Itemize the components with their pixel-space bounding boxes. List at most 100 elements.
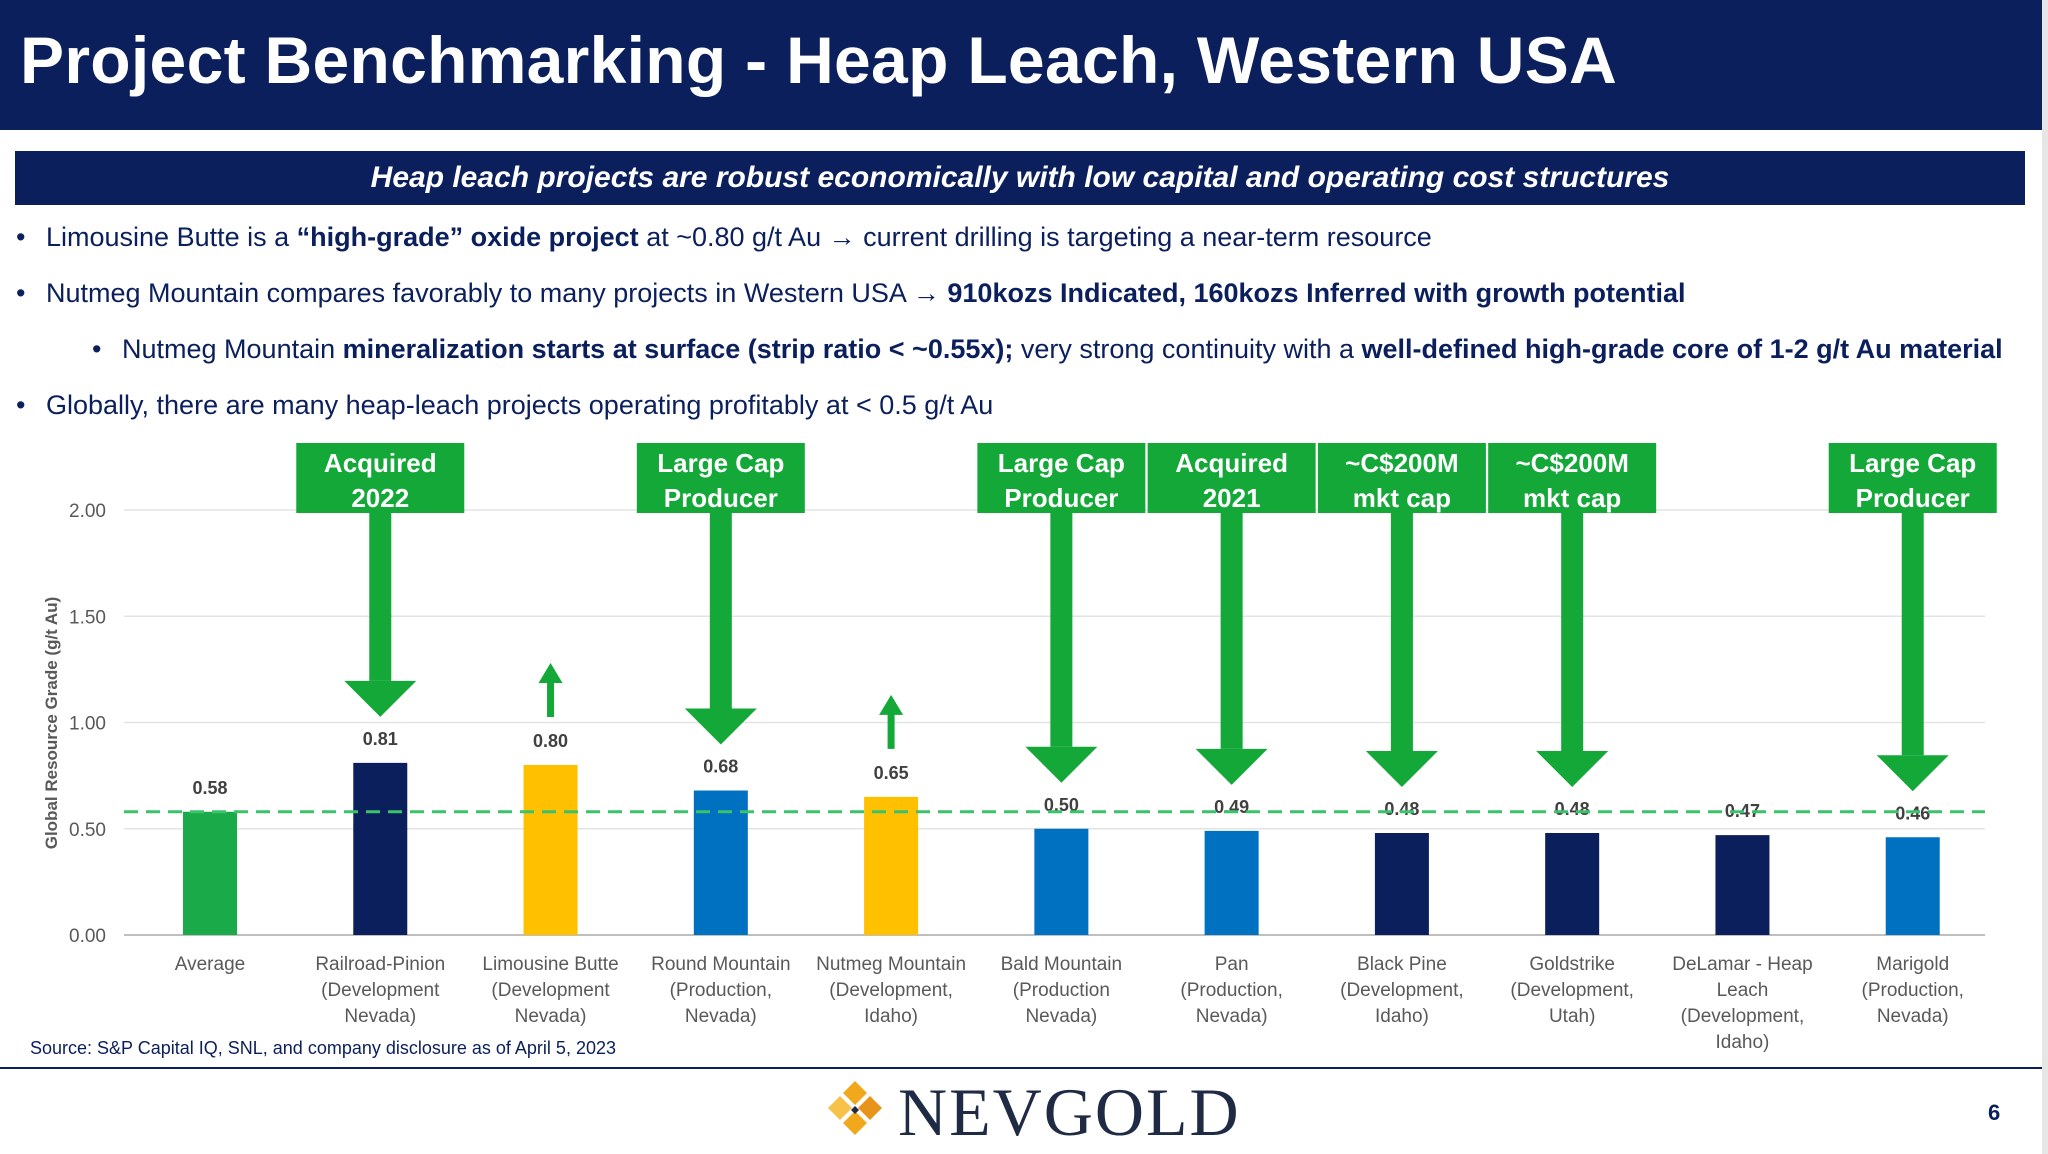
bullet-1-text-a: Limousine Butte is a: [46, 222, 297, 252]
bar-value-label: 0.58: [192, 778, 227, 798]
callout-text: Large Cap: [998, 448, 1125, 478]
category-label: Goldstrike: [1529, 954, 1615, 975]
category-label: Black Pine: [1357, 954, 1447, 975]
down-arrow-icon: [685, 709, 757, 745]
bar: [183, 812, 237, 935]
bullet-3: • Nutmeg Mountain mineralization starts a…: [122, 334, 2003, 365]
category-label: (Development,: [1340, 980, 1464, 1001]
category-label: Nevada): [685, 1006, 757, 1027]
logo-mark-icon: [820, 1075, 890, 1141]
bullet-2-text-b: 910kozs Indicated, 160kozs Inferred with…: [947, 278, 1685, 308]
bar-value-label: 0.48: [1384, 799, 1419, 819]
category-label: (Development,: [1510, 980, 1634, 1001]
bullet-1-text-b: “high-grade” oxide project: [297, 222, 639, 252]
category-label: Marigold: [1876, 954, 1949, 975]
category-label: Nevada): [1877, 1006, 1949, 1027]
callout-arrow-shaft: [1902, 513, 1924, 755]
bar: [1375, 833, 1429, 935]
category-label: (Development: [321, 980, 440, 1001]
bullet-4-text-a: Globally, there are many heap-leach proj…: [46, 390, 993, 420]
bullet-2: • Nutmeg Mountain compares favorably to m…: [46, 278, 1686, 309]
category-label: Pan: [1215, 954, 1249, 975]
down-arrow-icon: [344, 681, 416, 717]
bullet-1: • Limousine Butte is a “high-grade” oxide…: [46, 222, 1432, 253]
footer-divider: [0, 1067, 2042, 1069]
category-label: (Production,: [1862, 980, 1964, 1001]
category-label: Leach: [1717, 980, 1769, 1001]
callout-text: Large Cap: [1849, 448, 1976, 478]
callout-text: Producer: [1856, 483, 1970, 513]
bar: [524, 765, 578, 935]
category-label: Nutmeg Mountain: [816, 954, 966, 975]
slide: Project Benchmarking - Heap Leach, Weste…: [0, 0, 2048, 1154]
category-label: DeLamar - Heap: [1672, 954, 1812, 975]
bullet-2-text-a: Nutmeg Mountain compares favorably to ma…: [46, 278, 947, 308]
callout-text: 2021: [1203, 483, 1261, 513]
category-label: (Development: [491, 980, 610, 1001]
down-arrow-icon: [1196, 749, 1268, 785]
bar-value-label: 0.81: [363, 729, 398, 749]
up-arrow-shaft: [888, 713, 895, 749]
down-arrow-icon: [1536, 751, 1608, 787]
y-axis-title: Global Resource Grade (g/t Au): [42, 597, 61, 850]
bullet-dot: •: [16, 390, 25, 421]
bullet-1-text-c: at ~0.80 g/t Au → current drilling is ta…: [639, 222, 1432, 252]
page-number: 6: [1988, 1100, 2000, 1126]
callout-text: Acquired: [324, 448, 437, 478]
category-label: Nevada): [515, 1006, 587, 1027]
callout-text: Producer: [1004, 483, 1118, 513]
category-label: Idaho): [1716, 1032, 1770, 1053]
bar-value-label: 0.65: [874, 763, 909, 783]
category-label: Railroad-Pinion: [315, 954, 445, 975]
category-label: Limousine Butte: [482, 954, 618, 975]
bar: [1715, 835, 1769, 935]
callout-arrow-shaft: [1561, 513, 1583, 751]
bar-value-label: 0.68: [703, 757, 738, 777]
callout-arrow-shaft: [1391, 513, 1413, 751]
bullet-dot: •: [16, 222, 25, 253]
callout-arrow-shaft: [369, 513, 391, 681]
source-note: Source: S&P Capital IQ, SNL, and company…: [30, 1038, 616, 1059]
y-tick-label: 0.50: [69, 820, 106, 841]
category-label: (Development,: [829, 980, 953, 1001]
bar: [1034, 829, 1088, 935]
y-tick-label: 1.00: [69, 714, 106, 735]
category-label: (Production: [1013, 980, 1110, 1001]
bar: [864, 797, 918, 935]
down-arrow-icon: [1366, 751, 1438, 787]
callout-arrow-shaft: [710, 513, 732, 709]
callout-text: ~C$200M: [1515, 448, 1628, 478]
bullet-3-text-d: well-defined high-grade core of 1-2 g/t …: [1362, 334, 2003, 364]
bullet-4: • Globally, there are many heap-leach pro…: [46, 390, 993, 421]
category-label: Average: [175, 954, 245, 975]
category-label: Nevada): [1196, 1006, 1268, 1027]
category-label: Nevada): [344, 1006, 416, 1027]
bar: [1205, 831, 1259, 935]
callout-text: ~C$200M: [1345, 448, 1458, 478]
bar: [1886, 837, 1940, 935]
bar-value-label: 0.49: [1214, 797, 1249, 817]
bar-value-label: 0.48: [1555, 799, 1590, 819]
callout-text: 2022: [351, 483, 409, 513]
bullet-3-text-b: mineralization starts at surface (strip …: [343, 334, 1014, 364]
bar-chart: 0.000.501.001.502.00Global Resource Grad…: [0, 430, 2048, 1066]
nevgold-logo: NEVGOLD: [820, 1075, 1220, 1145]
category-label: (Development,: [1681, 1006, 1805, 1027]
y-tick-label: 0.00: [69, 926, 106, 947]
category-label: Nevada): [1025, 1006, 1097, 1027]
callout-text: mkt cap: [1523, 483, 1621, 513]
up-arrow-icon: [879, 695, 903, 715]
category-label: Idaho): [1375, 1006, 1429, 1027]
y-tick-label: 1.50: [69, 607, 106, 628]
up-arrow-icon: [539, 663, 563, 683]
bullet-3-text-c: very strong continuity with a: [1013, 334, 1361, 364]
bar: [353, 763, 407, 935]
callout-text: Producer: [664, 483, 778, 513]
category-label: (Production,: [670, 980, 772, 1001]
down-arrow-icon: [1877, 755, 1949, 791]
logo-text: NEVGOLD: [898, 1073, 1241, 1152]
category-label: Idaho): [864, 1006, 918, 1027]
category-label: Round Mountain: [651, 954, 790, 975]
callout-arrow-shaft: [1050, 513, 1072, 747]
callout-text: Acquired: [1175, 448, 1288, 478]
